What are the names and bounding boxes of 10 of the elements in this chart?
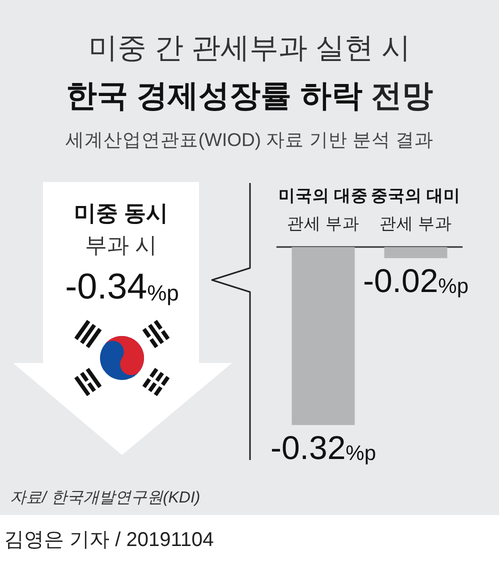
data-label: -0.02%p — [362, 262, 469, 300]
chart-title: 미중 간 관세부과 실현 시 한국 경제성장률 하락 전망 — [66, 32, 433, 113]
x-tick-label: 중국의 대미 관세 부과 — [370, 187, 461, 233]
text: 김영은 기자 / 20191104 — [4, 529, 214, 551]
text: 자료/ 한국개발연구원(KDI) — [10, 490, 200, 506]
data-label: -0.32%p — [270, 429, 376, 466]
x-tick-label: 미국의 대중 관세 부과 — [278, 187, 368, 233]
text: 미중 동시 부과 시 — [74, 200, 168, 258]
text: -0.34%p — [65, 266, 179, 306]
chart-subtitle: 세계산업연관표(WIOD) 자료 기반 분석 결과 — [65, 129, 434, 150]
